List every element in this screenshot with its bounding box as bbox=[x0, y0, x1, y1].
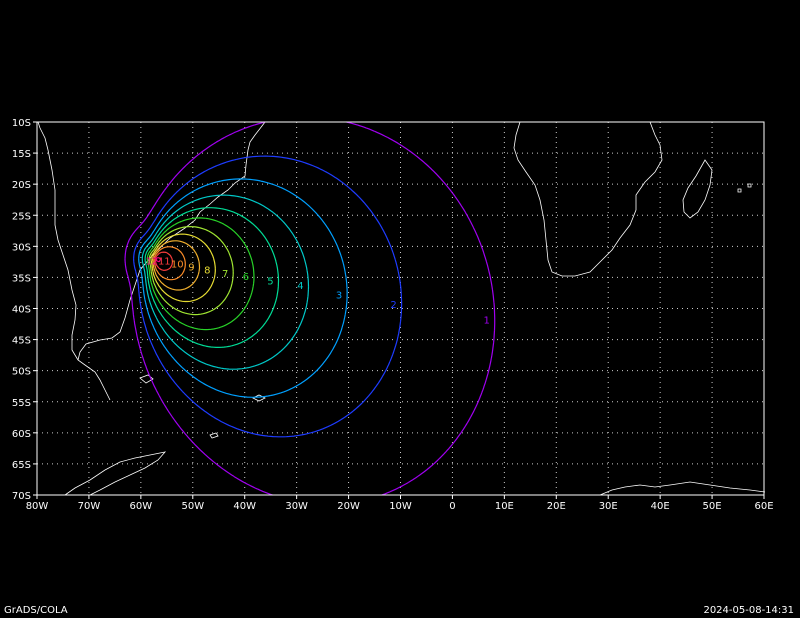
x-tick-label: 30E bbox=[599, 501, 618, 512]
y-tick-label: 10S bbox=[12, 118, 31, 129]
contour-label-12: 12 bbox=[146, 256, 159, 267]
x-tick-label: 10E bbox=[495, 501, 514, 512]
longitude-tick-labels: 80W 70W 60W 50W 40W 30W 20W 10W 0 10E 20E 30E 40E 50E… bbox=[26, 495, 774, 512]
x-tick-label: 30W bbox=[285, 501, 308, 512]
contour-lines bbox=[124, 121, 496, 496]
contour-line-5 bbox=[144, 207, 280, 348]
falkland-islands bbox=[139, 374, 154, 384]
x-tick-label: 0 bbox=[449, 501, 455, 512]
reunion-island bbox=[747, 183, 752, 188]
x-tick-label: 60W bbox=[130, 501, 153, 512]
contour-label-2: 2 bbox=[390, 300, 396, 311]
contour-label-9: 9 bbox=[188, 263, 194, 274]
y-tick-label: 40S bbox=[12, 305, 31, 316]
contour-line-1 bbox=[124, 121, 496, 496]
south-georgia bbox=[252, 394, 266, 402]
contour-line-10 bbox=[153, 246, 186, 281]
contour-line-4 bbox=[141, 194, 310, 370]
contour-label-10: 10 bbox=[171, 259, 184, 270]
x-tick-label: 50E bbox=[703, 501, 722, 512]
grid-lines bbox=[37, 122, 764, 495]
contour-label-4: 4 bbox=[297, 281, 303, 292]
x-tick-label: 10W bbox=[389, 501, 412, 512]
madagascar-coast bbox=[682, 159, 713, 219]
contour-line-9 bbox=[151, 240, 201, 291]
y-tick-label: 70S bbox=[12, 491, 31, 502]
africa-coast bbox=[513, 121, 663, 277]
contour-line-8 bbox=[150, 233, 216, 303]
y-tick-label: 45S bbox=[12, 336, 31, 347]
y-tick-label: 60S bbox=[12, 429, 31, 440]
antarctic-peninsula-coast bbox=[64, 451, 167, 496]
contour-label-3: 3 bbox=[336, 291, 342, 302]
contour-line-6 bbox=[146, 217, 255, 331]
x-tick-label: 20E bbox=[547, 501, 566, 512]
y-tick-label: 30S bbox=[12, 242, 31, 253]
latitude-tick-labels: 10S 15S 20S 25S 30S 35S 40S 45S 50S 55S 60S 65S 70S bbox=[12, 118, 37, 502]
contour-label-6: 6 bbox=[243, 272, 249, 283]
x-tick-label: 40W bbox=[233, 501, 256, 512]
x-tick-label: 70W bbox=[78, 501, 101, 512]
contour-line-2 bbox=[133, 155, 403, 438]
contour-label-8: 8 bbox=[204, 266, 210, 277]
x-tick-label: 50W bbox=[181, 501, 204, 512]
contour-line-12 bbox=[155, 257, 162, 263]
footer-timestamp: 2024-05-08-14:31 bbox=[703, 605, 794, 616]
contour-label-7: 7 bbox=[222, 269, 228, 280]
contour-line-7 bbox=[148, 226, 234, 316]
contour-line-3 bbox=[138, 178, 348, 398]
x-tick-label: 80W bbox=[26, 501, 49, 512]
y-tick-label: 55S bbox=[12, 398, 31, 409]
contour-label-1: 1 bbox=[484, 315, 490, 326]
y-tick-label: 25S bbox=[12, 211, 31, 222]
y-tick-label: 15S bbox=[12, 149, 31, 160]
y-tick-label: 20S bbox=[12, 180, 31, 191]
y-tick-label: 35S bbox=[12, 273, 31, 284]
y-tick-label: 65S bbox=[12, 460, 31, 471]
y-tick-label: 50S bbox=[12, 367, 31, 378]
contour-label-5: 5 bbox=[267, 277, 273, 288]
south-orkney bbox=[209, 432, 219, 439]
antarctica-east-coast bbox=[599, 481, 766, 496]
x-tick-label: 40E bbox=[651, 501, 670, 512]
contour-line-11 bbox=[154, 251, 174, 271]
contour-label-11: 11 bbox=[158, 256, 171, 267]
mauritius-island bbox=[737, 188, 742, 193]
x-tick-label: 60E bbox=[754, 501, 773, 512]
footer-credit: GrADS/COLA bbox=[4, 605, 68, 616]
x-tick-label: 20W bbox=[337, 501, 360, 512]
